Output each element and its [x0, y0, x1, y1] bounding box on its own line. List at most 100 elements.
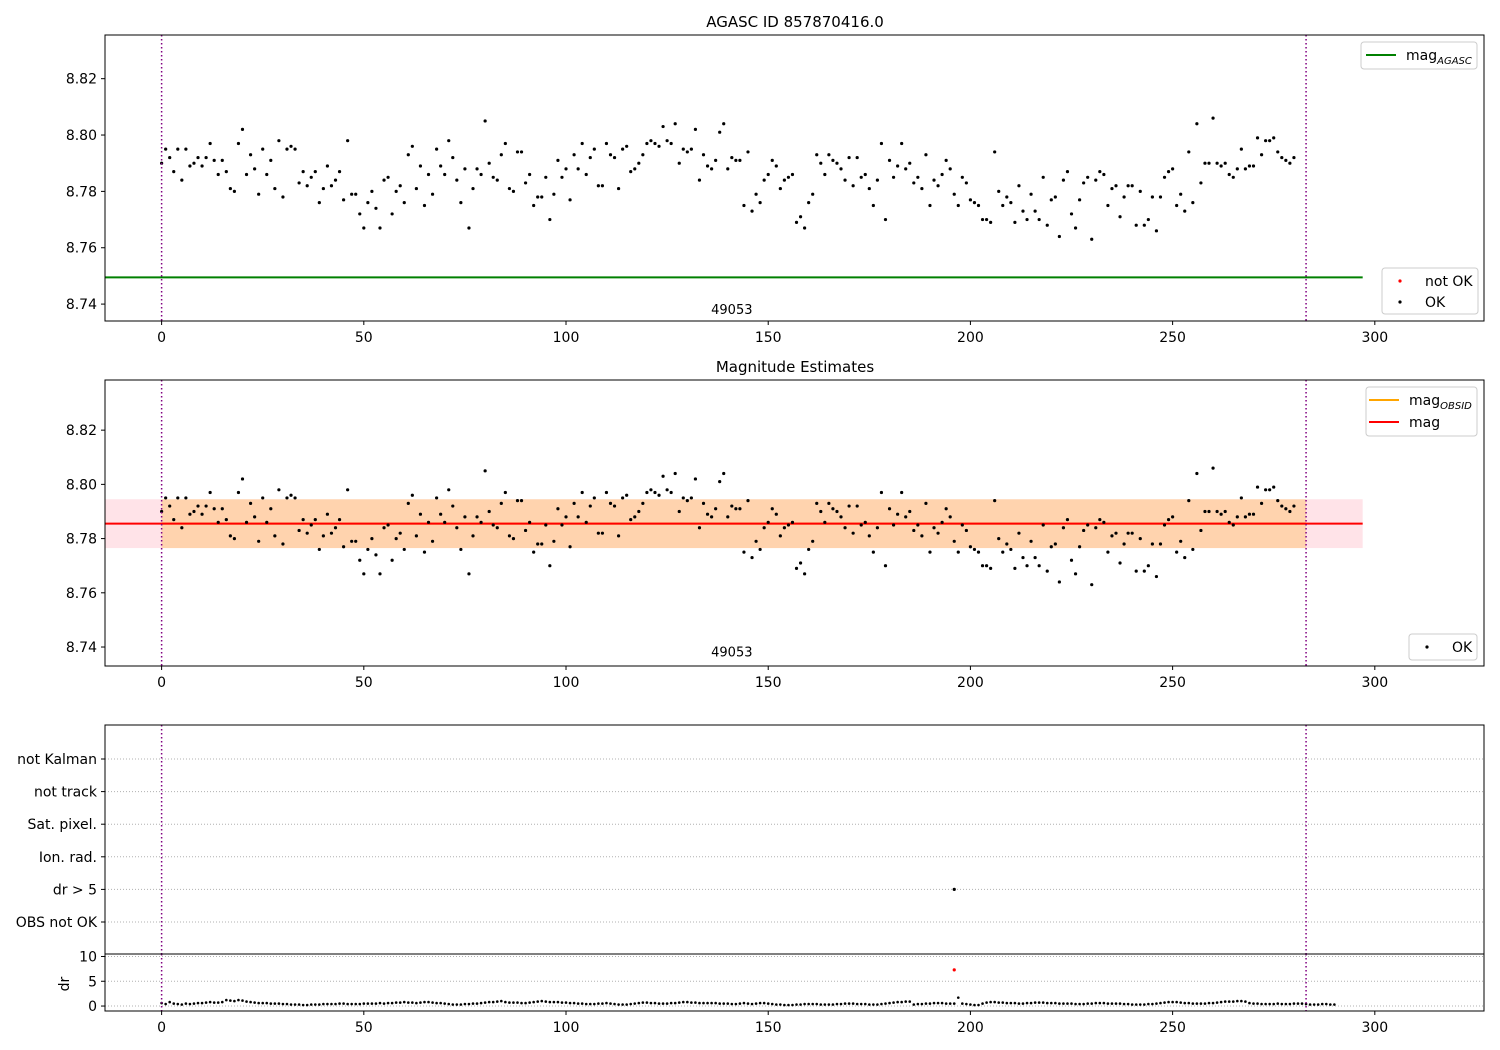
panel2-mag-point	[281, 542, 285, 546]
panel2-mag-point	[993, 499, 997, 503]
dr-point	[1001, 1001, 1005, 1004]
panel1-mag-point	[398, 184, 402, 188]
panel1-mag-point	[709, 167, 714, 171]
panel2-mag-point	[730, 504, 734, 508]
panel1-mag-point	[204, 155, 208, 160]
panel2-mag-point	[726, 515, 730, 519]
dr-point	[855, 1002, 859, 1006]
panel2-mag-point	[257, 539, 261, 543]
panel1-mag-point	[714, 158, 718, 162]
panel2-ytick-label: 8.76	[66, 586, 97, 602]
panel2-mag-point	[1061, 526, 1066, 530]
panel1-mag-point	[1146, 217, 1150, 222]
panel1-mag-point	[1037, 217, 1041, 222]
panel1-mag-point	[240, 127, 245, 131]
dr-point	[738, 1002, 742, 1005]
panel1-mag-point	[248, 153, 253, 157]
panel1-mag-point	[867, 186, 871, 191]
panel2-mag-point	[248, 501, 253, 505]
panel1-mag-point	[435, 147, 439, 151]
panel1-mag-point	[673, 122, 677, 126]
panel1-mag-point	[928, 203, 932, 208]
dr-point	[1219, 1000, 1223, 1004]
panel2-mag-point	[321, 534, 325, 538]
panel1-mag-point	[794, 220, 799, 224]
panel1-ytick-label: 8.78	[66, 184, 97, 200]
panel2-mag-point	[661, 474, 665, 478]
panel2-mag-point	[232, 536, 237, 541]
panel1-mag-point	[172, 170, 176, 174]
panel1-mag-point	[495, 178, 499, 182]
dr-point	[423, 1000, 426, 1004]
dr-point	[346, 1002, 349, 1006]
panel1-mag-point	[681, 147, 685, 151]
dr-point	[766, 1002, 770, 1005]
panel2-mag-point	[576, 515, 580, 519]
panel2-mag-point	[798, 561, 803, 565]
panel1-mag-point	[592, 147, 596, 151]
dr-point	[1066, 1002, 1069, 1005]
panel1-mag-point	[705, 164, 710, 168]
panel2-mag-point	[1264, 488, 1268, 492]
panel1-mag-point	[544, 175, 548, 179]
panel1-mag-point	[224, 170, 228, 174]
panel1-mag-point	[1126, 184, 1130, 188]
panel2-mag-point	[871, 550, 875, 554]
panel2-mag-point	[956, 550, 960, 554]
panel2-mag-point	[1090, 583, 1094, 587]
dr-point	[694, 1001, 697, 1004]
dr-point	[892, 1001, 895, 1004]
dr-point	[443, 1002, 446, 1005]
panel2-mag-point	[823, 520, 827, 524]
dr-point	[220, 1000, 224, 1004]
dr-point	[714, 1001, 717, 1005]
panel1-mag-point	[762, 178, 766, 182]
dr-point	[657, 1002, 661, 1005]
dr-point	[730, 1002, 734, 1006]
panel2-mag-point	[544, 523, 548, 527]
panel1-mag-point	[511, 189, 516, 193]
dr-point	[1151, 1002, 1154, 1006]
dr-point	[965, 1002, 968, 1006]
panel2-mag-point	[701, 501, 706, 505]
panel2-mag-point	[204, 504, 208, 508]
panel1-mag-point	[1098, 170, 1102, 174]
panel2-mag-point	[738, 507, 742, 511]
panel2-mag-point	[556, 507, 560, 511]
panel1-mag-point	[1065, 170, 1070, 174]
panel2-mag-point	[1207, 509, 1211, 514]
panel2-mag-point	[989, 566, 993, 571]
panel1-mag-point	[1195, 122, 1199, 126]
panel2-mag-point	[410, 493, 414, 497]
panel1-mag-point	[1183, 209, 1187, 213]
panel2-mag-point	[443, 520, 447, 524]
dr-point	[924, 1002, 928, 1005]
panel1-mag-point	[329, 184, 334, 188]
panel1-mag-point	[916, 175, 920, 179]
panel2-mag-point	[1251, 512, 1256, 516]
panel1-mag-point	[1276, 150, 1280, 154]
panel1-legend-points: not OK OK	[1381, 267, 1479, 315]
panel2-mag-point	[847, 504, 851, 508]
panel2-mag-point	[172, 518, 176, 522]
panel2-mag-point	[1284, 507, 1288, 511]
panel1-mag-point	[1231, 175, 1235, 179]
dr-point	[726, 1002, 730, 1005]
panel2-mag-point	[479, 520, 483, 524]
panel1-mag-point	[1025, 217, 1029, 222]
panel2-mag-point	[532, 550, 536, 554]
panel1-mag-point	[523, 181, 528, 185]
dr-point	[245, 1000, 248, 1003]
dr-point	[588, 1002, 592, 1006]
dr-point	[354, 1002, 358, 1006]
dr-point	[912, 1003, 916, 1006]
panel2-mag-point	[1211, 466, 1215, 470]
dr-point	[1122, 1002, 1126, 1006]
panel2-mag-point	[754, 539, 758, 543]
panel1-mag-point	[637, 161, 641, 165]
panel2-mag-point	[1065, 518, 1070, 522]
panel2-mag-point	[523, 528, 528, 533]
panel2-obsid-annotation: 49053	[711, 646, 752, 661]
panel2-mag-point	[972, 547, 977, 552]
